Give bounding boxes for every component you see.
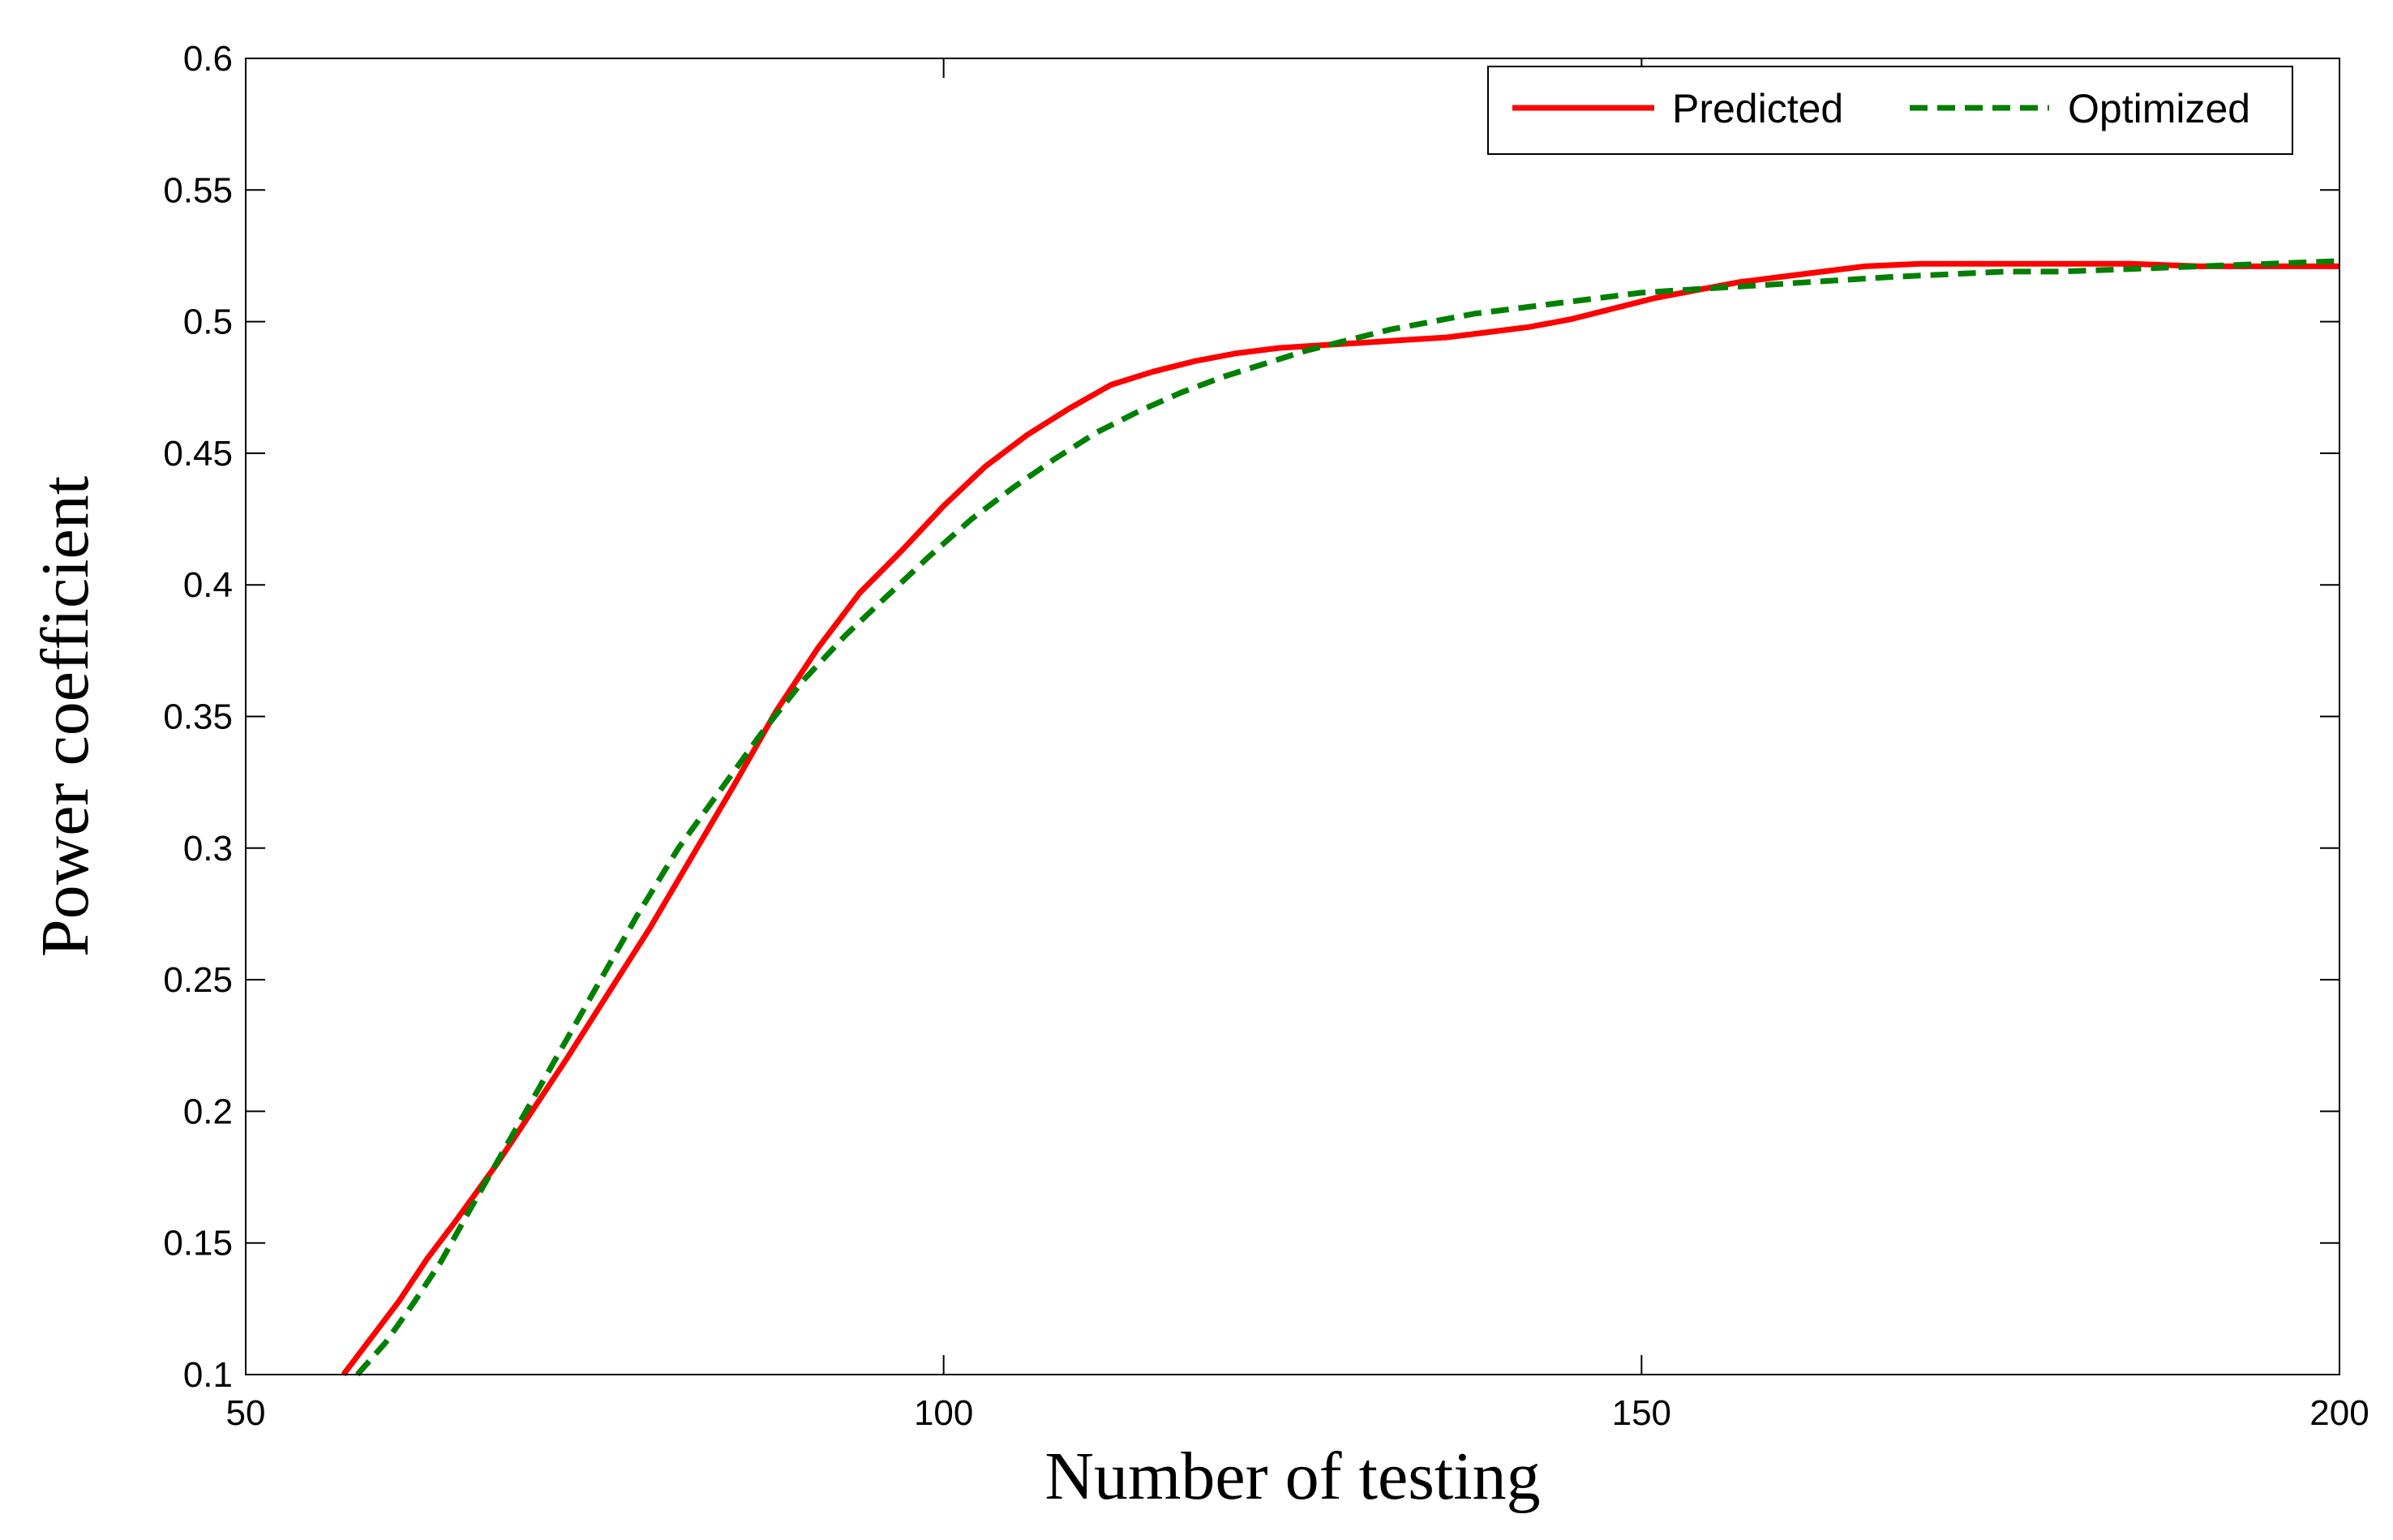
x-tick-label: 150	[1612, 1393, 1671, 1433]
legend: Predicted Optimized	[1487, 66, 2293, 155]
y-tick-label: 0.5	[183, 302, 233, 342]
y-tick-label: 0.4	[183, 565, 233, 605]
x-tick-label: 50	[226, 1393, 266, 1433]
y-tick-label: 0.3	[183, 829, 233, 869]
y-tick-label: 0.35	[163, 697, 233, 737]
series-line-predicted	[341, 260, 2339, 1377]
y-axis-title: Power coefficient	[28, 476, 103, 957]
x-axis-title: Number of testing	[1044, 1439, 1540, 1514]
axis-ticks	[245, 58, 2340, 1375]
series-group	[341, 258, 2340, 1377]
legend-label-optimized: Optimized	[2068, 86, 2250, 131]
y-tick-label: 0.15	[163, 1224, 233, 1263]
y-tick-label: 0.25	[163, 960, 233, 1000]
y-tick-label: 0.1	[183, 1355, 233, 1395]
x-tick-label: 200	[2309, 1393, 2369, 1433]
y-tick-label: 0.6	[183, 39, 233, 79]
tick-labels: 50 100 150 200 0.1 0.15 0.2 0.25 0.3 0.35 0.4 0.45 0…	[163, 39, 2369, 1433]
y-tick-label: 0.2	[183, 1092, 233, 1131]
y-tick-label: 0.55	[163, 170, 233, 210]
legend-label-predicted: Predicted	[1672, 86, 1843, 131]
y-tick-label: 0.45	[163, 434, 233, 474]
x-tick-label: 100	[914, 1393, 973, 1433]
